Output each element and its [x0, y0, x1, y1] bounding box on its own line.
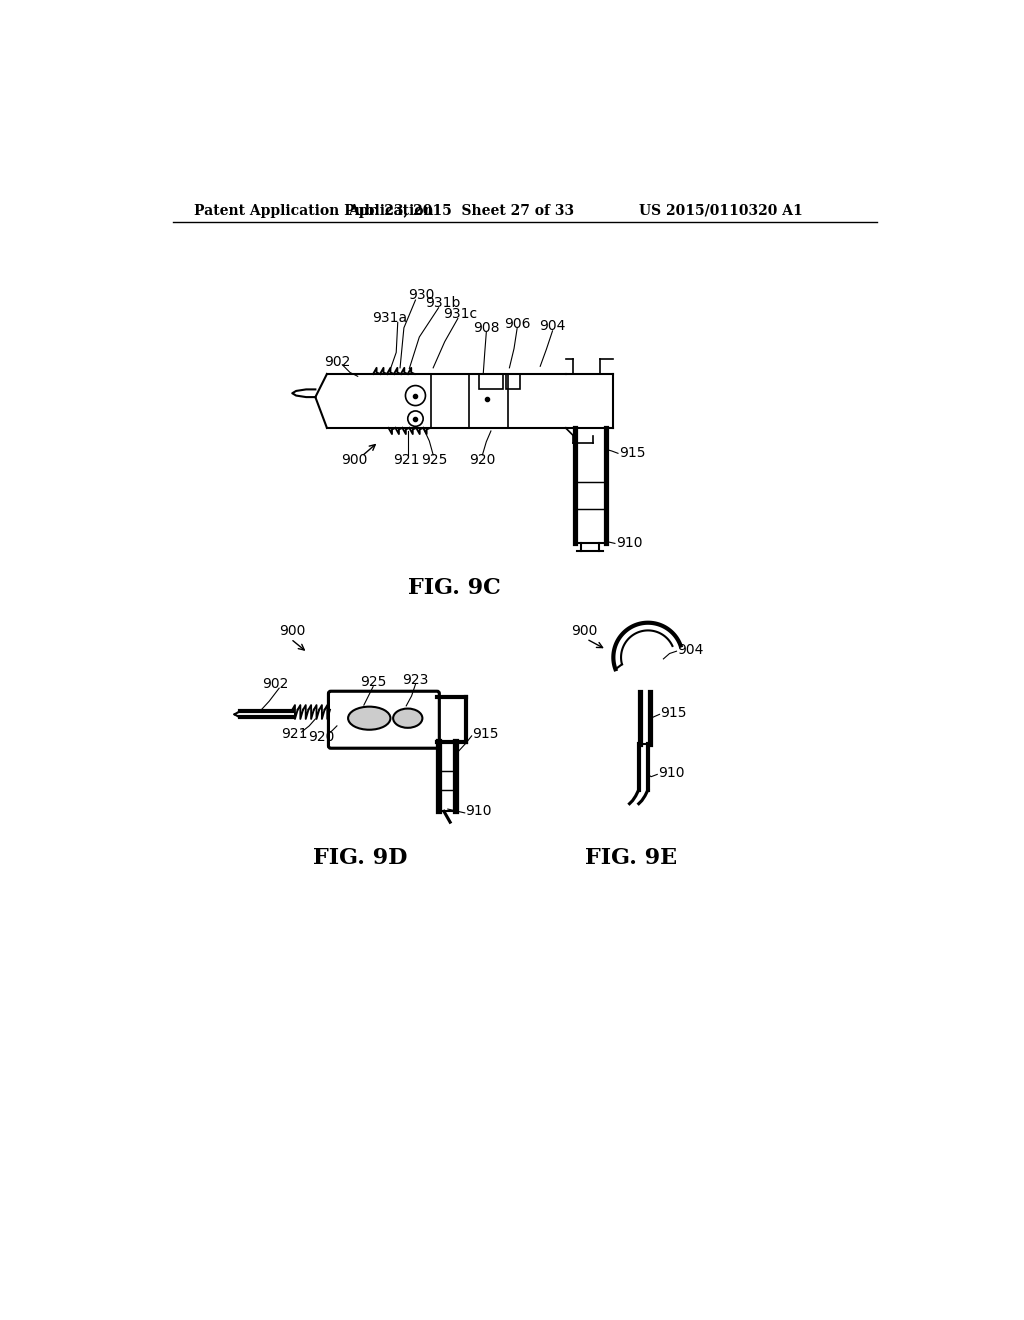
- Text: Patent Application Publication: Patent Application Publication: [194, 203, 433, 218]
- Bar: [506, 374, 520, 389]
- Text: 930: 930: [409, 289, 435, 302]
- Text: 931b: 931b: [425, 296, 460, 310]
- Ellipse shape: [348, 706, 390, 730]
- Text: FIG. 9D: FIG. 9D: [313, 846, 408, 869]
- Ellipse shape: [393, 709, 422, 727]
- Text: 915: 915: [660, 706, 687, 719]
- Text: 921: 921: [393, 453, 420, 467]
- Text: 904: 904: [540, 319, 565, 333]
- Text: 910: 910: [615, 536, 642, 550]
- Text: 915: 915: [472, 727, 498, 742]
- Text: 900: 900: [571, 624, 597, 638]
- Text: 904: 904: [677, 643, 703, 656]
- Text: Apr. 23, 2015  Sheet 27 of 33: Apr. 23, 2015 Sheet 27 of 33: [348, 203, 574, 218]
- Text: US 2015/0110320 A1: US 2015/0110320 A1: [639, 203, 803, 218]
- Text: 931c: 931c: [443, 308, 477, 321]
- Text: 920: 920: [308, 730, 335, 743]
- Text: 920: 920: [469, 453, 496, 467]
- Text: 921: 921: [282, 727, 308, 742]
- Bar: [478, 374, 503, 389]
- Circle shape: [408, 411, 423, 426]
- Text: FIG. 9E: FIG. 9E: [585, 846, 677, 869]
- Text: 925: 925: [422, 453, 447, 467]
- Text: 925: 925: [359, 675, 386, 689]
- Text: FIG. 9C: FIG. 9C: [408, 577, 501, 599]
- Circle shape: [406, 385, 425, 405]
- Text: 906: 906: [504, 317, 530, 331]
- Text: 915: 915: [618, 446, 645, 461]
- Text: 908: 908: [473, 321, 500, 335]
- Text: 902: 902: [262, 677, 289, 692]
- Text: 923: 923: [402, 673, 429, 686]
- Text: 910: 910: [658, 766, 684, 780]
- FancyBboxPatch shape: [329, 692, 439, 748]
- Text: 900: 900: [280, 624, 305, 638]
- Text: 900: 900: [341, 453, 367, 467]
- Text: 902: 902: [324, 355, 350, 370]
- Text: 931a: 931a: [373, 310, 408, 325]
- Text: 910: 910: [466, 804, 492, 818]
